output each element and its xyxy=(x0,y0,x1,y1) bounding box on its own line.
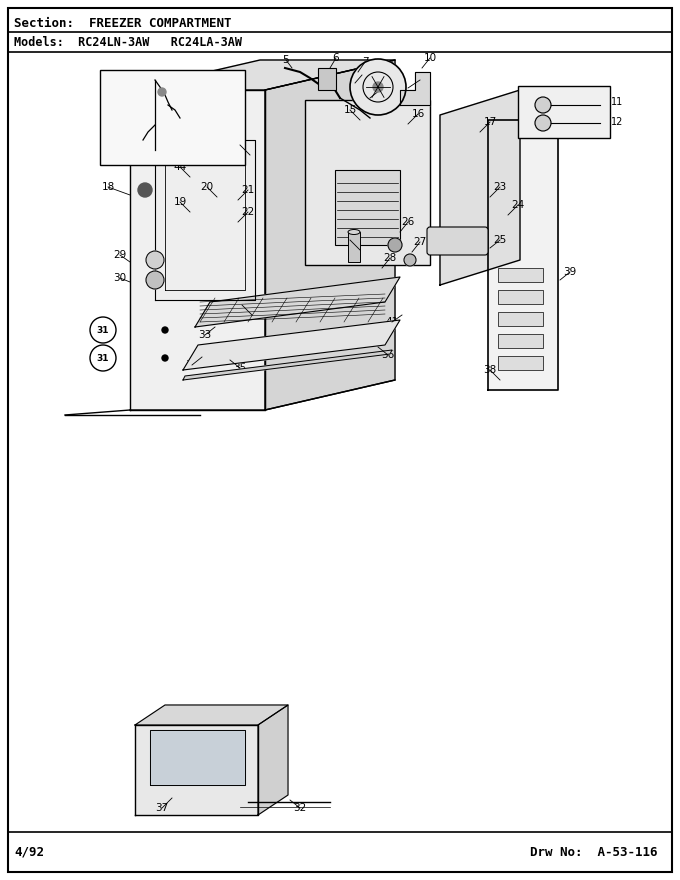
Polygon shape xyxy=(183,320,400,370)
Polygon shape xyxy=(135,725,258,815)
Text: Models:  RC24LN-3AW   RC24LA-3AW: Models: RC24LN-3AW RC24LA-3AW xyxy=(14,35,242,48)
Text: 3: 3 xyxy=(170,112,176,122)
Text: 29: 29 xyxy=(114,250,126,260)
Text: 33: 33 xyxy=(199,330,211,340)
Text: 10: 10 xyxy=(424,53,437,63)
Text: 18: 18 xyxy=(101,182,115,192)
Circle shape xyxy=(138,183,152,197)
Text: 20: 20 xyxy=(201,182,214,192)
Polygon shape xyxy=(258,705,288,815)
Bar xyxy=(498,312,543,326)
Text: 24: 24 xyxy=(511,200,525,210)
Text: Drw No:  A-53-116: Drw No: A-53-116 xyxy=(530,846,658,859)
Text: 32: 32 xyxy=(293,803,307,813)
Bar xyxy=(100,70,245,165)
Text: 27: 27 xyxy=(413,237,426,247)
Text: 31: 31 xyxy=(97,326,109,334)
FancyBboxPatch shape xyxy=(427,227,488,255)
Polygon shape xyxy=(265,60,395,410)
Circle shape xyxy=(535,97,551,113)
Text: 26: 26 xyxy=(401,217,415,227)
Text: 8: 8 xyxy=(358,70,365,80)
Polygon shape xyxy=(130,60,395,90)
Circle shape xyxy=(535,115,551,131)
Text: 42: 42 xyxy=(235,300,249,310)
Text: 41: 41 xyxy=(386,317,398,327)
Circle shape xyxy=(146,271,164,289)
Bar xyxy=(348,232,360,262)
Bar xyxy=(498,290,543,304)
Text: 2: 2 xyxy=(105,115,111,125)
Text: 31: 31 xyxy=(97,354,109,363)
Polygon shape xyxy=(195,277,400,327)
Bar xyxy=(498,334,543,348)
Text: 37: 37 xyxy=(155,803,169,813)
Text: 43: 43 xyxy=(233,140,247,150)
Circle shape xyxy=(158,88,166,96)
Polygon shape xyxy=(488,120,558,390)
Polygon shape xyxy=(183,350,392,380)
Text: 1: 1 xyxy=(109,71,115,81)
Circle shape xyxy=(162,355,168,361)
Text: 44: 44 xyxy=(173,162,186,172)
Text: 21: 21 xyxy=(241,185,254,195)
Text: 7: 7 xyxy=(362,57,369,67)
Text: 28: 28 xyxy=(384,253,396,263)
Text: 4/92: 4/92 xyxy=(14,846,44,859)
Circle shape xyxy=(373,82,383,92)
Circle shape xyxy=(162,327,168,333)
Text: 23: 23 xyxy=(494,182,507,192)
Text: 22: 22 xyxy=(241,207,254,217)
Text: 34: 34 xyxy=(186,360,199,370)
Bar xyxy=(518,86,610,138)
Bar xyxy=(305,100,430,265)
Bar xyxy=(498,356,543,370)
Text: 4: 4 xyxy=(180,72,186,82)
Bar xyxy=(498,268,543,282)
Text: 12: 12 xyxy=(611,117,623,127)
Polygon shape xyxy=(440,90,520,285)
Text: 9: 9 xyxy=(377,81,384,91)
Circle shape xyxy=(388,238,402,252)
Text: Section:  FREEZER COMPARTMENT: Section: FREEZER COMPARTMENT xyxy=(14,17,231,30)
Text: 38: 38 xyxy=(483,365,496,375)
Text: 15: 15 xyxy=(343,105,356,115)
Bar xyxy=(318,68,336,90)
Text: 13: 13 xyxy=(373,85,387,95)
Polygon shape xyxy=(135,705,288,725)
Polygon shape xyxy=(150,730,245,785)
Text: 6: 6 xyxy=(333,53,339,63)
Ellipse shape xyxy=(348,230,360,234)
Text: 5: 5 xyxy=(283,55,289,65)
Text: 35: 35 xyxy=(233,363,247,373)
Circle shape xyxy=(404,254,416,266)
Text: 11: 11 xyxy=(611,97,623,107)
Polygon shape xyxy=(155,140,255,300)
Polygon shape xyxy=(400,72,430,105)
Text: 17: 17 xyxy=(483,117,496,127)
Text: 25: 25 xyxy=(494,235,507,245)
Text: 36: 36 xyxy=(381,350,394,360)
Circle shape xyxy=(146,251,164,269)
Text: 40: 40 xyxy=(343,235,356,245)
Text: 39: 39 xyxy=(563,267,577,277)
Text: 14: 14 xyxy=(413,75,426,85)
Text: 16: 16 xyxy=(411,109,424,119)
Bar xyxy=(335,170,400,245)
Circle shape xyxy=(350,59,406,115)
Text: 19: 19 xyxy=(173,197,186,207)
Polygon shape xyxy=(130,90,265,410)
Text: 30: 30 xyxy=(114,273,126,283)
